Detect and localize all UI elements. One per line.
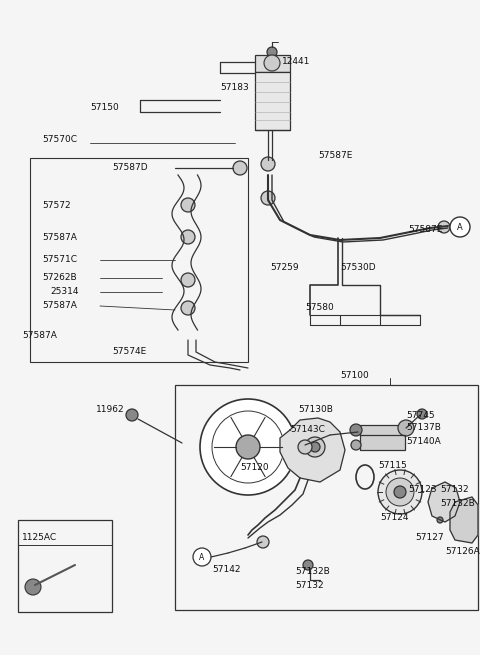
Text: 57132: 57132 xyxy=(440,485,468,495)
Circle shape xyxy=(417,409,427,419)
Bar xyxy=(175,385,478,610)
Circle shape xyxy=(351,440,361,450)
Bar xyxy=(30,158,248,362)
Circle shape xyxy=(181,301,195,315)
Circle shape xyxy=(181,230,195,244)
Circle shape xyxy=(261,157,275,171)
Bar xyxy=(255,72,290,130)
Text: 57572: 57572 xyxy=(42,200,71,210)
Circle shape xyxy=(386,478,414,506)
Text: 57132B: 57132B xyxy=(295,567,330,576)
Circle shape xyxy=(233,161,247,175)
Text: 57132: 57132 xyxy=(295,580,324,590)
Circle shape xyxy=(267,47,277,57)
Polygon shape xyxy=(280,418,345,482)
Circle shape xyxy=(236,435,260,459)
Circle shape xyxy=(193,548,211,566)
Text: 57571C: 57571C xyxy=(42,255,77,265)
Bar xyxy=(18,520,112,612)
Text: A: A xyxy=(199,553,204,561)
Text: 57587D: 57587D xyxy=(112,162,148,172)
Text: 57587E: 57587E xyxy=(318,151,352,160)
Text: 57132B: 57132B xyxy=(440,498,475,508)
Circle shape xyxy=(298,440,312,454)
Text: 57587E: 57587E xyxy=(408,225,443,234)
Text: 57137B: 57137B xyxy=(406,424,441,432)
Text: 57123: 57123 xyxy=(408,485,437,495)
Text: 57587A: 57587A xyxy=(22,331,57,339)
Text: 12441: 12441 xyxy=(282,58,311,67)
Text: 57587A: 57587A xyxy=(42,233,77,242)
Text: 57570C: 57570C xyxy=(42,136,77,145)
Circle shape xyxy=(303,560,313,570)
Text: 57183: 57183 xyxy=(220,83,249,92)
Text: 11962: 11962 xyxy=(96,405,125,415)
Polygon shape xyxy=(450,497,478,543)
Text: 57130B: 57130B xyxy=(298,405,333,415)
Text: 57150: 57150 xyxy=(90,103,119,113)
Circle shape xyxy=(437,517,443,523)
Text: 57530D: 57530D xyxy=(340,263,376,272)
Circle shape xyxy=(450,217,470,237)
Text: A: A xyxy=(457,223,463,231)
Circle shape xyxy=(212,411,284,483)
Text: 57124: 57124 xyxy=(380,514,408,523)
Circle shape xyxy=(310,442,320,452)
Circle shape xyxy=(398,420,414,436)
Text: 25314: 25314 xyxy=(50,288,79,297)
Circle shape xyxy=(25,579,41,595)
Text: 57262B: 57262B xyxy=(42,274,77,282)
Circle shape xyxy=(305,437,325,457)
Text: 57143C: 57143C xyxy=(290,426,325,434)
Text: 1125AC: 1125AC xyxy=(22,533,57,542)
Text: 57745: 57745 xyxy=(406,411,434,419)
Circle shape xyxy=(181,198,195,212)
Polygon shape xyxy=(428,482,460,522)
Text: 57100: 57100 xyxy=(340,371,369,379)
Text: 57259: 57259 xyxy=(270,263,299,272)
Text: 57142: 57142 xyxy=(212,565,240,574)
Text: 57574E: 57574E xyxy=(112,348,146,356)
Circle shape xyxy=(378,470,422,514)
Circle shape xyxy=(257,536,269,548)
Circle shape xyxy=(261,191,275,205)
Bar xyxy=(360,425,405,450)
Circle shape xyxy=(264,55,280,71)
Text: 57115: 57115 xyxy=(378,462,407,470)
Text: 57120: 57120 xyxy=(240,464,269,472)
Bar xyxy=(255,55,290,72)
Circle shape xyxy=(181,273,195,287)
Circle shape xyxy=(350,424,362,436)
Text: 57140A: 57140A xyxy=(406,436,441,445)
Text: 57127: 57127 xyxy=(415,534,444,542)
Circle shape xyxy=(126,409,138,421)
Circle shape xyxy=(438,221,450,233)
Circle shape xyxy=(200,399,296,495)
Text: 57126A: 57126A xyxy=(445,548,480,557)
Text: 57580: 57580 xyxy=(305,303,334,312)
Circle shape xyxy=(394,486,406,498)
Text: 57587A: 57587A xyxy=(42,301,77,310)
